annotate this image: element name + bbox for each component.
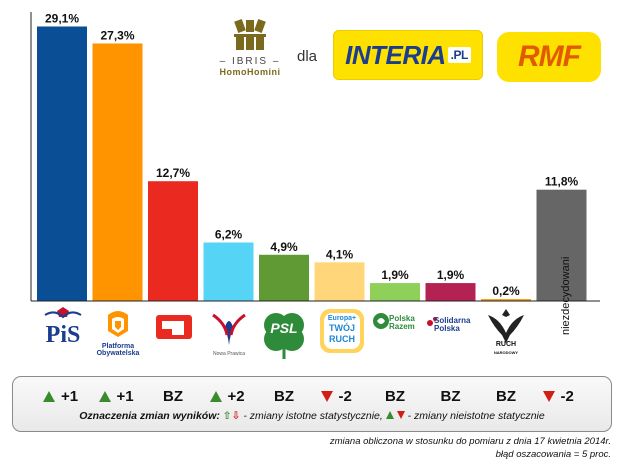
polska-razem-leaf-icon — [373, 313, 389, 329]
legend-lead: Oznaczenia zmian wyników: — [79, 410, 220, 422]
bar-9 — [536, 189, 587, 301]
change-4: BZ — [274, 387, 294, 405]
ibris-tagline: HomoHomini — [219, 67, 281, 77]
bar-value-label-2: 12,7% — [156, 166, 190, 180]
bar-chart: 29,1% 27,3% 12,7% 6,2% 4,9% 4,1% 1,9% 1,9% 0,2% 1… — [30, 11, 600, 302]
bar-value-label-1: 27,3% — [100, 28, 134, 42]
polska-razem-logo-text: Polska Razem — [389, 314, 415, 331]
significant-down-icon: ⇩ — [231, 410, 241, 422]
sld-logo — [148, 305, 200, 363]
bar-value-label-0: 29,1% — [45, 11, 79, 25]
dla-text: dla — [297, 48, 318, 65]
change-label: +1 — [61, 387, 79, 405]
niezdecydowani-label: niezdecydowani — [560, 256, 572, 335]
change-label: +2 — [227, 387, 245, 405]
twoj-ruch-logo-text: Europa+ TWÓJ RUCH — [327, 315, 357, 345]
bar-7 — [425, 283, 476, 301]
bar-0 — [37, 26, 87, 302]
change-1: +1 — [98, 387, 134, 405]
bar-value-label-3: 6,2% — [215, 228, 243, 242]
bar-6 — [370, 283, 420, 301]
bar-value-label-7: 1,9% — [437, 268, 465, 282]
change-legend: Oznaczenia zmian wyników: ⇧⇩ - zmiany is… — [13, 410, 611, 422]
change-label: -2 — [338, 387, 352, 405]
twoj-ruch-badge-icon — [320, 309, 364, 353]
bar-value-label-4: 4,9% — [270, 240, 298, 254]
interia-logo: INTERIA .PL — [333, 30, 483, 80]
ibris-logo: – IBRIS – HomoHomini — [210, 18, 290, 80]
footnote-comparison: zmiana obliczona w stosunku do pomiaru z… — [329, 436, 611, 447]
sld-emblem-icon — [156, 315, 192, 339]
change-0: +1 — [43, 387, 78, 405]
change-label: +1 — [116, 387, 134, 405]
change-label: BZ — [274, 387, 294, 405]
change-label: BZ — [163, 387, 183, 405]
bar-value-label-5: 4,1% — [326, 247, 354, 261]
bar-value-label-6: 1,9% — [381, 268, 409, 282]
change-8: BZ — [496, 387, 516, 405]
ibris-name: – IBRIS – — [219, 56, 281, 67]
rmf-logo: RMF — [497, 32, 601, 82]
nowa-prawica-logo-text: Nowa Prawica — [213, 351, 245, 357]
bar-value-label-8: 0,2% — [492, 284, 520, 298]
legend-significant: - zmiany istotne statystycznie, — [243, 410, 383, 422]
pis-eagle-icon — [44, 307, 82, 319]
insignificant-up-icon — [385, 411, 394, 419]
solidarna-polska-icon — [427, 317, 437, 326]
footnote-error: błąd oszacowania = 5 proc. — [495, 449, 611, 460]
solidarna-polska-logo: Solidarna Polska — [424, 305, 476, 363]
po-logo: Platforma Obywatelska — [92, 305, 144, 363]
legend-insignificant: - zmiany nieistotne statycznie — [407, 410, 545, 422]
pis-logo: PiS — [37, 305, 89, 363]
psl-clover-icon — [264, 313, 304, 359]
ibris-emblem-icon — [234, 18, 266, 50]
bar-4 — [259, 254, 309, 301]
bar-8 — [481, 299, 531, 301]
bar-5 — [314, 262, 365, 301]
change-label: -2 — [560, 387, 574, 405]
change-box: +1 +1 BZ +2 BZ -2 BZ BZ BZ -2 Oznaczenia zmian wy… — [12, 376, 612, 432]
ruch-narodowy-eagle-icon — [488, 309, 524, 343]
change-3: +2 — [209, 387, 245, 405]
triangle-up-icon — [98, 390, 111, 402]
solidarna-polska-logo-text: Solidarna Polska — [434, 316, 471, 333]
triangle-up-icon — [209, 390, 222, 402]
change-2: BZ — [163, 387, 183, 405]
triangle-up-icon — [43, 390, 55, 402]
bar-value-label-9: 11,8% — [545, 175, 579, 189]
triangle-down-icon — [320, 390, 333, 402]
insignificant-down-icon — [396, 411, 405, 419]
bar-2 — [148, 181, 198, 301]
po-logo-text: Platforma Obywatelska — [96, 343, 140, 357]
pis-logo-text: PiS — [45, 322, 81, 348]
triangle-down-icon — [542, 390, 555, 402]
psl-logo-text: PSL — [270, 320, 298, 336]
psl-logo: PSL — [258, 305, 310, 363]
significant-up-icon: ⇧ — [222, 410, 232, 422]
change-9: -2 — [542, 387, 574, 405]
twoj-ruch-logo: Europa+ TWÓJ RUCH — [316, 305, 368, 363]
change-label: BZ — [385, 387, 405, 405]
change-7: BZ — [441, 387, 461, 405]
bar-3 — [203, 242, 254, 301]
interia-logo-suffix: .PL — [447, 47, 471, 63]
interia-logo-text: INTERIA — [345, 39, 446, 70]
nowa-prawica-logo: Nowa Prawica — [203, 305, 255, 363]
bar-1 — [92, 43, 143, 301]
nowa-prawica-eagle-icon — [209, 309, 249, 345]
ruch-narodowy-logo: RUCH NARODOWY — [480, 305, 532, 363]
rmf-logo-text: RMF — [518, 40, 581, 73]
change-5: -2 — [320, 387, 352, 405]
change-label: BZ — [440, 387, 461, 405]
change-6: BZ — [385, 387, 405, 405]
ruch-narodowy-logo-text: RUCH NARODOWY — [493, 341, 519, 355]
change-label: BZ — [496, 387, 516, 405]
po-flame-icon — [108, 311, 128, 337]
polska-razem-logo: Polska Razem — [369, 305, 421, 363]
